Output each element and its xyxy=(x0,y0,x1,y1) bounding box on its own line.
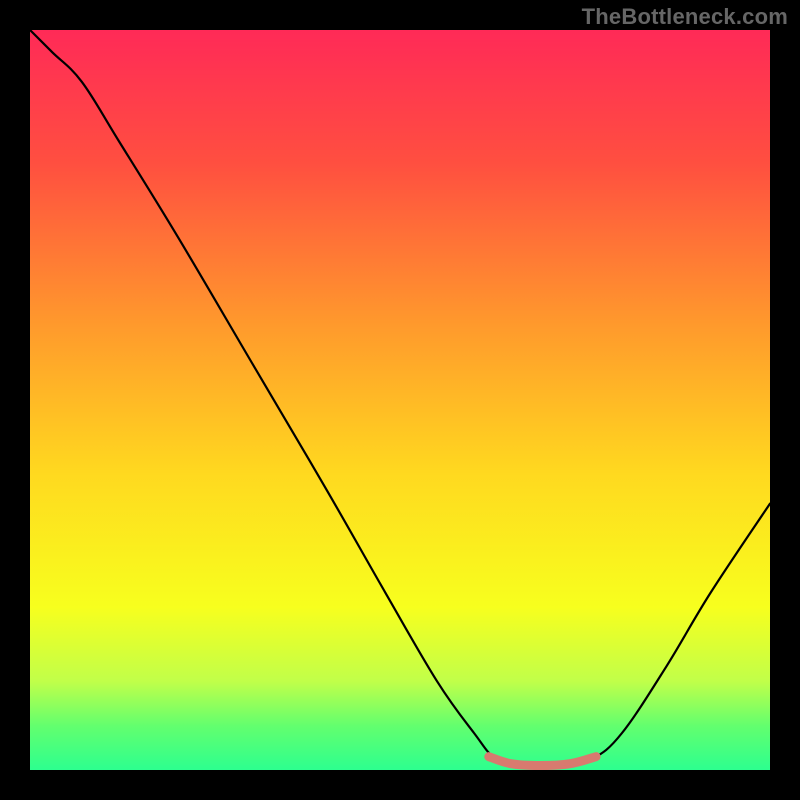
gradient-background xyxy=(30,30,770,770)
chart-svg xyxy=(30,30,770,770)
watermark-text: TheBottleneck.com xyxy=(582,4,788,30)
chart-outer-frame: TheBottleneck.com xyxy=(0,0,800,800)
plot-area xyxy=(30,30,770,770)
